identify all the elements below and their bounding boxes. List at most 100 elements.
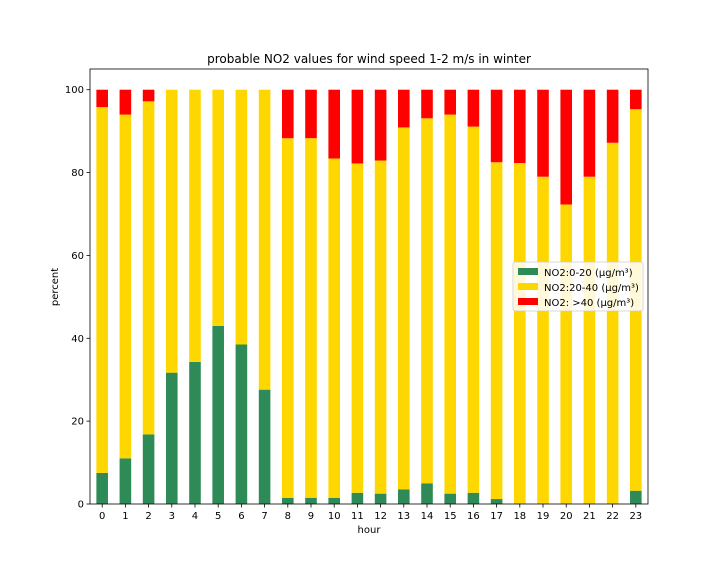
bar-hour-16-series-1 bbox=[467, 126, 480, 493]
bar-hour-4-series-1 bbox=[189, 89, 201, 362]
plot-frame bbox=[89, 68, 649, 505]
bar-hour-19-series-2 bbox=[537, 89, 549, 177]
bar-hour-1-series-2 bbox=[119, 89, 132, 115]
bar-hour-3-series-1 bbox=[165, 89, 178, 373]
x-tick-label-3: 3 bbox=[169, 511, 175, 522]
x-tick-label-7: 7 bbox=[261, 511, 267, 522]
x-tick-label-14: 14 bbox=[421, 511, 434, 522]
bar-hour-23-series-2 bbox=[630, 89, 642, 110]
bar-hour-22-series-1 bbox=[606, 142, 619, 504]
bar-hour-10-series-0 bbox=[328, 497, 340, 504]
bar-hour-15-series-2 bbox=[444, 89, 457, 115]
bar-hour-6-series-0 bbox=[235, 344, 248, 504]
x-tick-label-1: 1 bbox=[122, 511, 128, 522]
x-tick-label-12: 12 bbox=[374, 511, 387, 522]
y-tick-label-100: 100 bbox=[65, 85, 84, 96]
x-tick-label-9: 9 bbox=[308, 511, 314, 522]
bar-hour-2-series-2 bbox=[142, 89, 155, 102]
bar-hour-11-series-1 bbox=[351, 163, 364, 493]
bar-hour-6-series-1 bbox=[235, 89, 248, 345]
x-tick-label-16: 16 bbox=[467, 511, 480, 522]
x-tick-label-19: 19 bbox=[537, 511, 550, 522]
bar-hour-7-series-1 bbox=[258, 89, 271, 390]
bar-hour-4-series-0 bbox=[189, 361, 201, 504]
bar-hour-0-series-0 bbox=[96, 472, 108, 504]
x-tick-label-5: 5 bbox=[215, 511, 221, 522]
x-tick-label-18: 18 bbox=[513, 511, 526, 522]
bar-hour-16-series-2 bbox=[467, 89, 480, 127]
bar-hour-16-series-0 bbox=[467, 492, 480, 504]
bar-hour-21-series-1 bbox=[583, 176, 596, 504]
bar-hour-9-series-0 bbox=[305, 497, 317, 504]
bar-hour-18-series-1 bbox=[514, 163, 526, 505]
y-axis-label: percent bbox=[50, 268, 61, 306]
bar-hour-8-series-1 bbox=[281, 138, 294, 498]
y-tick-label-80: 80 bbox=[71, 168, 84, 179]
bar-hour-5-series-1 bbox=[212, 89, 224, 326]
x-tick-label-4: 4 bbox=[192, 511, 198, 522]
y-tick-label-60: 60 bbox=[71, 251, 84, 262]
bar-hour-14-series-1 bbox=[421, 118, 433, 484]
bar-hour-17-series-1 bbox=[490, 162, 503, 500]
legend-label-1: NO2:20-40 (µg/m³) bbox=[544, 283, 639, 294]
x-tick-label-17: 17 bbox=[490, 511, 503, 522]
bar-hour-14-series-0 bbox=[421, 483, 433, 504]
x-tick-label-0: 0 bbox=[99, 511, 105, 522]
x-tick-label-11: 11 bbox=[351, 511, 364, 522]
x-tick-label-21: 21 bbox=[583, 511, 596, 522]
x-tick-label-22: 22 bbox=[606, 511, 619, 522]
bar-hour-21-series-2 bbox=[583, 89, 596, 177]
x-tick-label-15: 15 bbox=[444, 511, 457, 522]
bar-hour-5-series-0 bbox=[212, 325, 224, 504]
x-tick-label-13: 13 bbox=[397, 511, 410, 522]
bar-hour-9-series-1 bbox=[305, 138, 317, 498]
axes-layer: 0 1 2 3 4 5 6 7 8 9 10 11 12 13 14 15 16 17 18 19 20 21 22 2302… bbox=[65, 68, 649, 522]
bar-hour-20-series-1 bbox=[560, 204, 573, 504]
bar-hour-11-series-2 bbox=[351, 89, 364, 164]
bar-hour-0-series-2 bbox=[96, 89, 108, 108]
legend-frame bbox=[512, 261, 644, 312]
bar-hour-20-series-2 bbox=[560, 89, 573, 205]
bar-hour-1-series-1 bbox=[119, 114, 132, 459]
bar-hour-13-series-0 bbox=[398, 489, 410, 504]
y-tick-label-0: 0 bbox=[78, 500, 84, 511]
bar-hour-22-series-2 bbox=[606, 89, 619, 143]
legend-label-0: NO2:0-20 (µg/m³) bbox=[544, 268, 633, 279]
x-tick-label-8: 8 bbox=[285, 511, 291, 522]
y-tick-label-20: 20 bbox=[71, 417, 84, 428]
legend: NO2:0-20 (µg/m³) NO2:20-40 (µg/m³) NO2: >4… bbox=[512, 261, 644, 312]
bar-hour-19-series-1 bbox=[537, 176, 549, 504]
bar-hour-17-series-2 bbox=[490, 89, 503, 163]
x-tick-label-20: 20 bbox=[560, 511, 573, 522]
x-tick-label-23: 23 bbox=[629, 511, 642, 522]
legend-swatch-0 bbox=[518, 268, 538, 275]
bar-hour-14-series-2 bbox=[421, 89, 433, 119]
bar-hour-18-series-2 bbox=[514, 89, 526, 164]
x-tick-label-10: 10 bbox=[328, 511, 341, 522]
legend-label-2: NO2: >40 (µg/m³) bbox=[544, 298, 634, 309]
x-axis-label: hour bbox=[358, 525, 382, 536]
chart-title: probable NO2 values for wind speed 1-2 m… bbox=[207, 52, 531, 66]
bar-hour-12-series-2 bbox=[374, 89, 387, 161]
bar-hour-12-series-1 bbox=[374, 160, 387, 494]
bar-hour-15-series-0 bbox=[444, 493, 457, 504]
bar-hour-2-series-1 bbox=[142, 101, 155, 435]
bar-hour-13-series-2 bbox=[398, 89, 410, 128]
legend-swatch-1 bbox=[518, 283, 538, 290]
bar-hour-17-series-0 bbox=[490, 499, 503, 504]
bar-hour-0-series-1 bbox=[96, 107, 108, 473]
bar-hour-10-series-1 bbox=[328, 158, 340, 498]
bar-hour-15-series-1 bbox=[444, 114, 457, 494]
bar-hour-9-series-2 bbox=[305, 89, 317, 139]
bar-hour-13-series-1 bbox=[398, 127, 410, 490]
bar-hour-8-series-0 bbox=[281, 497, 294, 504]
bar-hour-1-series-0 bbox=[119, 458, 132, 504]
bar-hour-2-series-0 bbox=[142, 434, 155, 504]
x-tick-label-2: 2 bbox=[145, 511, 151, 522]
bar-hour-12-series-0 bbox=[374, 493, 387, 504]
bar-hour-23-series-0 bbox=[630, 490, 642, 504]
bar-hour-7-series-0 bbox=[258, 389, 271, 504]
bar-hour-11-series-0 bbox=[351, 492, 364, 504]
y-tick-label-40: 40 bbox=[71, 334, 84, 345]
